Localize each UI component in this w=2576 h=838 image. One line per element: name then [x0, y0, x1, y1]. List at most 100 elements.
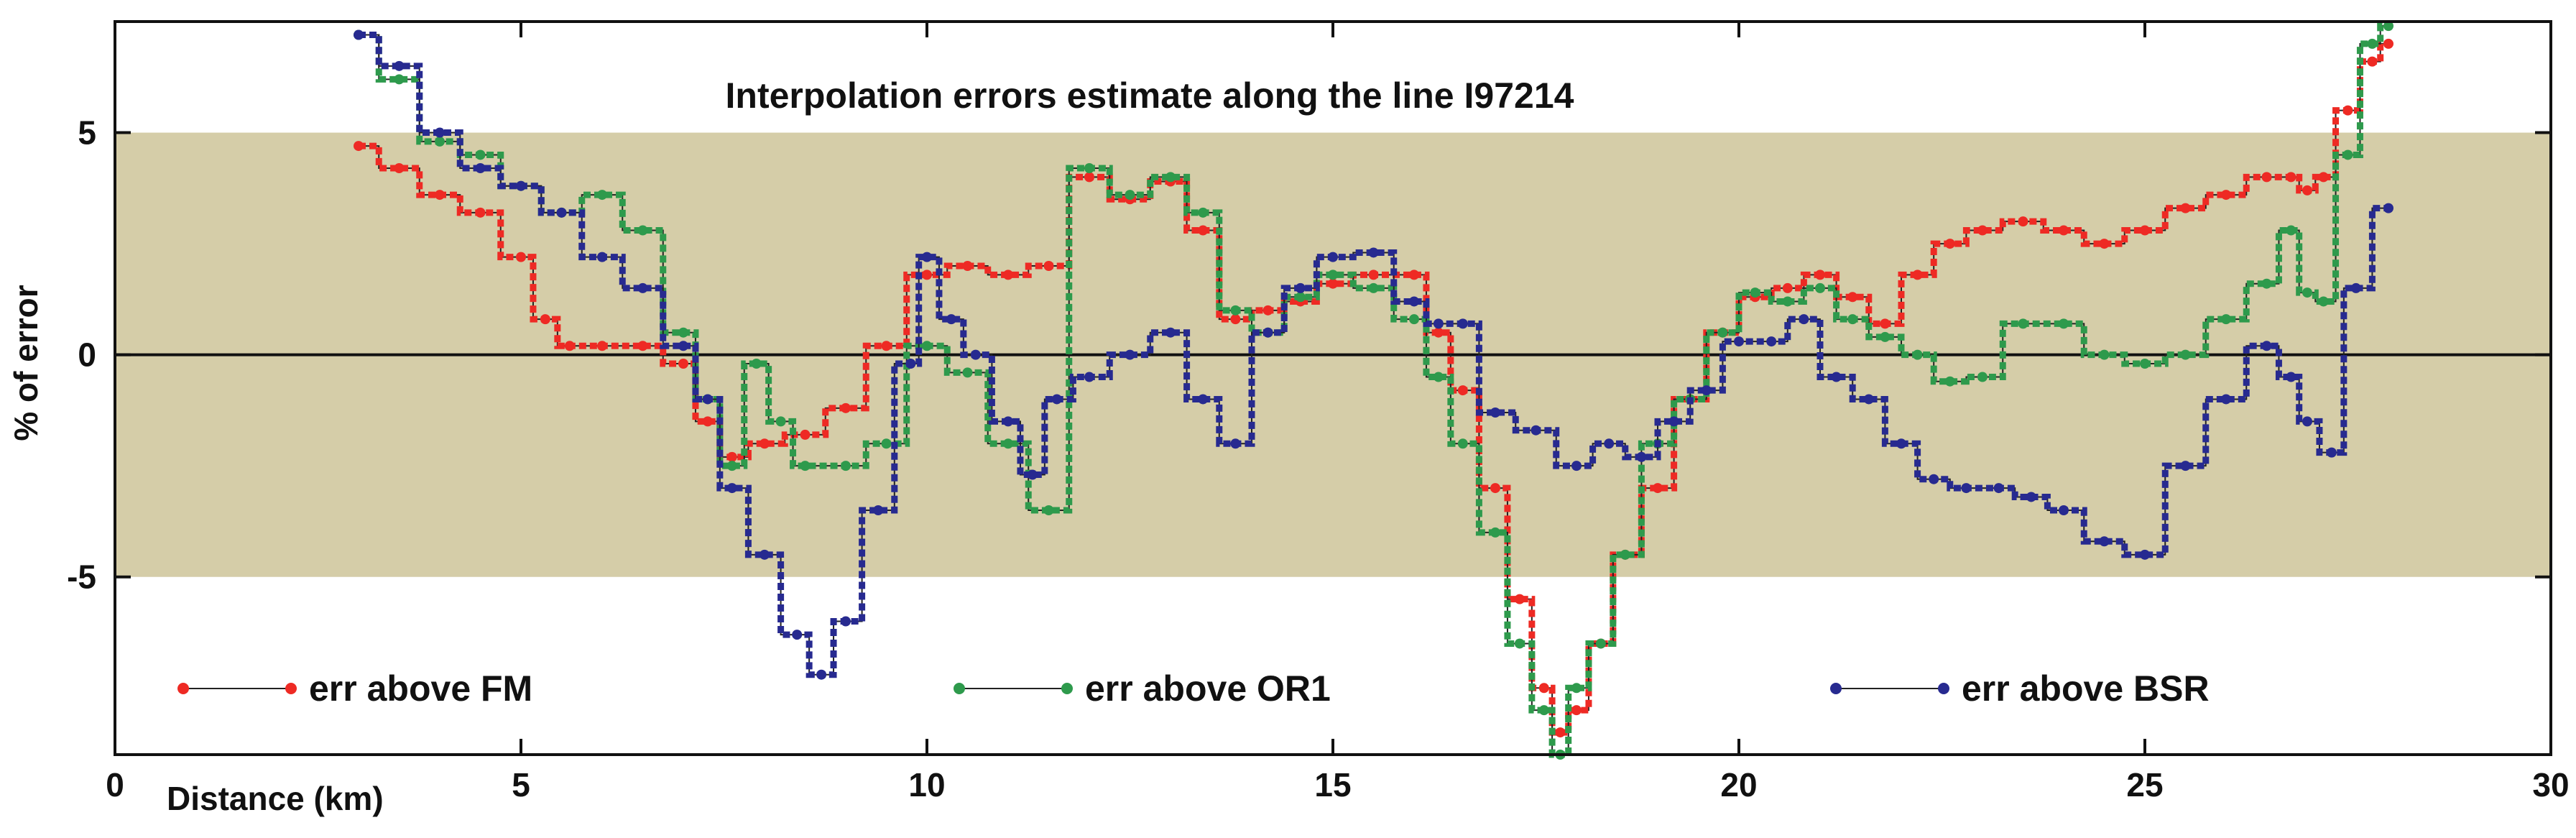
legend-item-3: err above BSR: [1830, 668, 2210, 709]
series-3-point: [1604, 438, 1615, 449]
series-1-point: [2302, 185, 2312, 195]
series-2-point: [678, 327, 688, 338]
series-3-point: [1831, 372, 1842, 382]
series-3-point: [1409, 296, 1419, 307]
series-3-point: [760, 549, 770, 560]
series-2-point: [841, 461, 851, 471]
series-3-point: [1003, 416, 1013, 427]
series-2-point: [597, 190, 607, 201]
series-2-point: [1295, 292, 1306, 303]
series-2-point: [1847, 314, 1858, 325]
legend-label: err above FM: [309, 668, 532, 709]
series-2-point: [800, 461, 811, 471]
series-3-point: [2099, 536, 2110, 547]
series-2-point: [2221, 314, 2231, 325]
series-3-point: [1571, 461, 1582, 471]
series-1-point: [435, 190, 445, 201]
series-1-point: [2342, 105, 2353, 116]
series-3-point: [970, 349, 981, 360]
series-3-point: [2180, 461, 2191, 471]
series-2-point: [1328, 270, 1338, 280]
series-3-point: [1230, 438, 1241, 449]
series-2-point: [922, 341, 932, 351]
series-3-point: [2286, 372, 2296, 382]
series-1-point: [2383, 38, 2393, 49]
series-layer: [354, 21, 2393, 760]
series-1-point: [2099, 239, 2110, 249]
series-2-point: [394, 74, 405, 85]
series-2-point: [2180, 349, 2191, 360]
series-3-point: [516, 180, 526, 191]
series-3-point: [1125, 349, 1135, 360]
series-1-point: [1815, 270, 1825, 280]
series-1-point: [1003, 270, 1013, 280]
series-2-point: [2302, 287, 2312, 298]
series-3-point: [394, 60, 405, 71]
series-2-point: [1165, 172, 1176, 183]
series-1-point: [962, 261, 973, 271]
series-3-point: [1051, 394, 1062, 405]
series-1-point: [1880, 318, 1891, 329]
series-3-point: [1734, 336, 1744, 347]
x-axis-label: Distance (km): [167, 780, 384, 817]
series-3-point: [1668, 416, 1679, 427]
series-1-point: [726, 451, 737, 462]
x-tick-label: 20: [1720, 766, 1757, 804]
series-2-point: [1368, 282, 1379, 293]
series-2-point: [1514, 638, 1525, 649]
series-1-point: [1538, 683, 1549, 694]
series-2-point: [2261, 278, 2272, 289]
series-3-point: [1368, 247, 1379, 258]
series-2-point: [1457, 438, 1468, 449]
series-2-point: [637, 225, 648, 236]
series-2-point: [2286, 225, 2296, 236]
series-1-point: [2318, 172, 2329, 183]
series-2-point: [2383, 21, 2393, 32]
x-tick-label: 10: [908, 766, 945, 804]
series-2-point: [1003, 438, 1013, 449]
x-tick-label: 5: [512, 766, 530, 804]
series-3-point: [946, 314, 956, 325]
series-1-point: [1457, 385, 1468, 396]
series-1-point: [1433, 327, 1444, 338]
series-2-point: [2018, 318, 2028, 329]
series-2-point: [1043, 505, 1054, 515]
series-3-point: [2140, 549, 2150, 560]
legend-item-2: err above OR1: [954, 668, 1331, 709]
series-3-point: [1084, 372, 1094, 382]
y-tick-label: 0: [78, 336, 96, 374]
tick-layer: 0 5 10 15 20 25 30 -5 0 5: [67, 22, 2570, 804]
series-1-point: [2180, 203, 2191, 213]
series-1-point: [800, 429, 811, 440]
series-3-point: [1433, 318, 1444, 329]
series-3-point: [1295, 282, 1306, 293]
series-1-point: [394, 163, 405, 173]
series-3-point: [2221, 394, 2231, 405]
legend-label: err above OR1: [1085, 668, 1331, 709]
series-2-point: [1595, 638, 1606, 649]
series-2-point: [1977, 372, 1988, 382]
series-1-point: [1571, 705, 1582, 716]
series-2-point: [1880, 331, 1891, 342]
series-3-point: [1766, 336, 1777, 347]
series-1-point: [1198, 225, 1209, 236]
legend: err above FM err above OR1 err above BSR: [177, 668, 2210, 709]
series-1-point: [1328, 278, 1338, 289]
series-3-point: [1863, 394, 1874, 405]
series-3-point: [1896, 438, 1906, 449]
series-3-point: [1457, 318, 1468, 329]
series-3-point: [841, 616, 851, 627]
series-1-point: [354, 141, 364, 152]
series-1-point: [760, 438, 770, 449]
series-2-point: [2318, 296, 2329, 307]
series-3-point: [1262, 327, 1273, 338]
series-1-point: [2261, 172, 2272, 183]
series-2-point: [1717, 327, 1728, 338]
series-1-point: [1490, 483, 1500, 494]
series-3-point: [678, 341, 688, 351]
series-1-point: [1653, 483, 1663, 494]
series-2-point: [475, 149, 486, 160]
series-2-point: [2099, 349, 2110, 360]
series-1-point: [1782, 282, 1793, 293]
